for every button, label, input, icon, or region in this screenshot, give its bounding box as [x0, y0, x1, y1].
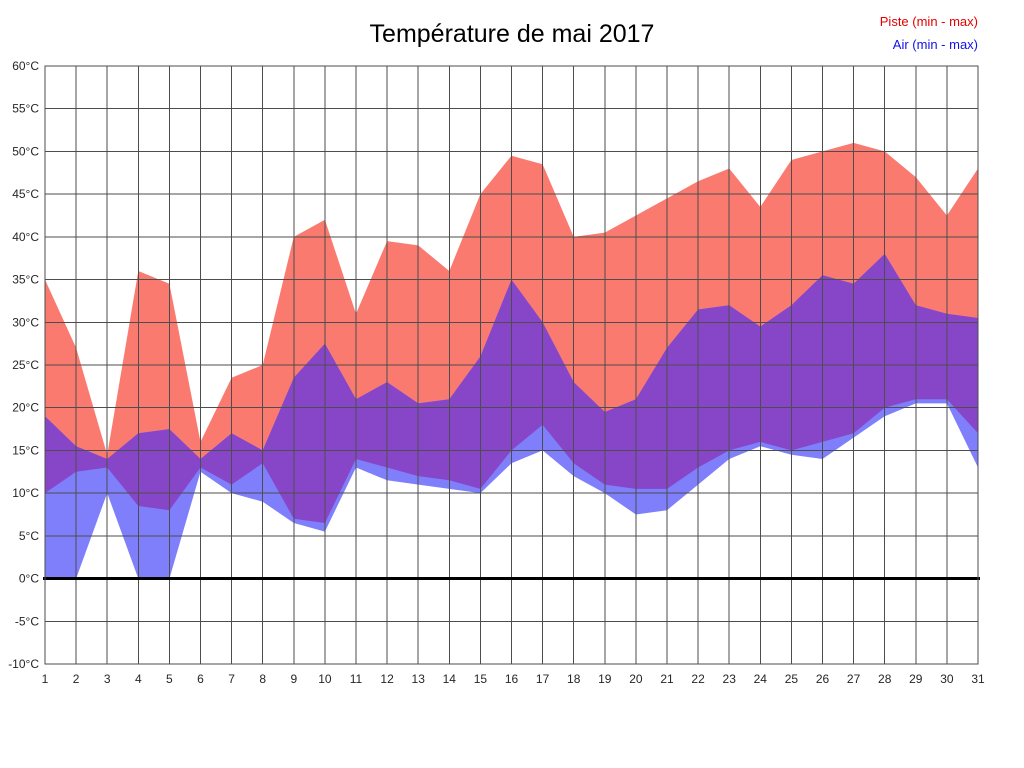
y-tick-label: 30°C [12, 315, 39, 329]
y-tick-label: 0°C [19, 572, 39, 586]
x-tick-label: 21 [660, 672, 674, 686]
x-tick-label: 31 [971, 672, 985, 686]
y-tick-label: 40°C [12, 230, 39, 244]
x-tick-label: 27 [847, 672, 861, 686]
y-tick-label: 45°C [12, 187, 39, 201]
chart-legend: Piste (min - max) Air (min - max) [880, 10, 978, 56]
x-tick-label: 26 [816, 672, 830, 686]
y-tick-label: 15°C [12, 443, 39, 457]
y-tick-label: 60°C [12, 59, 39, 73]
y-tick-label: 55°C [12, 102, 39, 116]
y-tick-label: 20°C [12, 401, 39, 415]
y-tick-label: 10°C [12, 486, 39, 500]
x-tick-label: 28 [878, 672, 892, 686]
x-tick-label: 19 [598, 672, 612, 686]
x-tick-label: 13 [412, 672, 426, 686]
x-tick-label: 16 [505, 672, 519, 686]
x-tick-label: 12 [380, 672, 394, 686]
x-tick-label: 17 [536, 672, 550, 686]
x-tick-label: 4 [135, 672, 142, 686]
x-tick-label: 3 [104, 672, 111, 686]
x-tick-label: 30 [940, 672, 954, 686]
x-tick-label: 25 [785, 672, 799, 686]
x-tick-label: 10 [318, 672, 332, 686]
plot-border [44, 65, 979, 665]
y-axis-labels: 60°C 55°C 50°C 45°C 40°C 35°C 30°C 25°C 20°C 15°C… [8, 59, 39, 671]
y-tick-label: 5°C [19, 529, 39, 543]
x-tick-label: 1 [42, 672, 49, 686]
y-tick-label: -5°C [15, 614, 39, 628]
x-tick-label: 6 [197, 672, 204, 686]
x-tick-label: 18 [567, 672, 581, 686]
x-tick-label: 14 [443, 672, 457, 686]
chart-title: Température de mai 2017 [369, 20, 655, 48]
grid [44, 65, 979, 665]
legend-item-air: Air (min - max) [892, 37, 978, 52]
x-tick-label: 2 [73, 672, 80, 686]
x-tick-label: 29 [909, 672, 923, 686]
x-tick-label: 5 [166, 672, 173, 686]
x-axis-labels: 1 2 3 4 5 6 7 8 9 10 11 12 13 14 15 16 17 18 19 20 21 22 23 24 2… [42, 672, 985, 686]
y-tick-label: 50°C [12, 144, 39, 158]
x-tick-label: 24 [754, 672, 768, 686]
y-tick-label: -10°C [8, 657, 39, 671]
x-tick-label: 22 [691, 672, 705, 686]
x-tick-label: 9 [290, 672, 297, 686]
x-tick-label: 20 [629, 672, 643, 686]
legend-item-piste: Piste (min - max) [879, 14, 978, 29]
x-tick-label: 7 [228, 672, 235, 686]
y-tick-label: 25°C [12, 358, 39, 372]
x-tick-label: 15 [474, 672, 488, 686]
x-tick-label: 23 [723, 672, 737, 686]
y-tick-label: 35°C [12, 273, 39, 287]
x-tick-label: 11 [350, 672, 363, 686]
x-tick-label: 8 [259, 672, 266, 686]
